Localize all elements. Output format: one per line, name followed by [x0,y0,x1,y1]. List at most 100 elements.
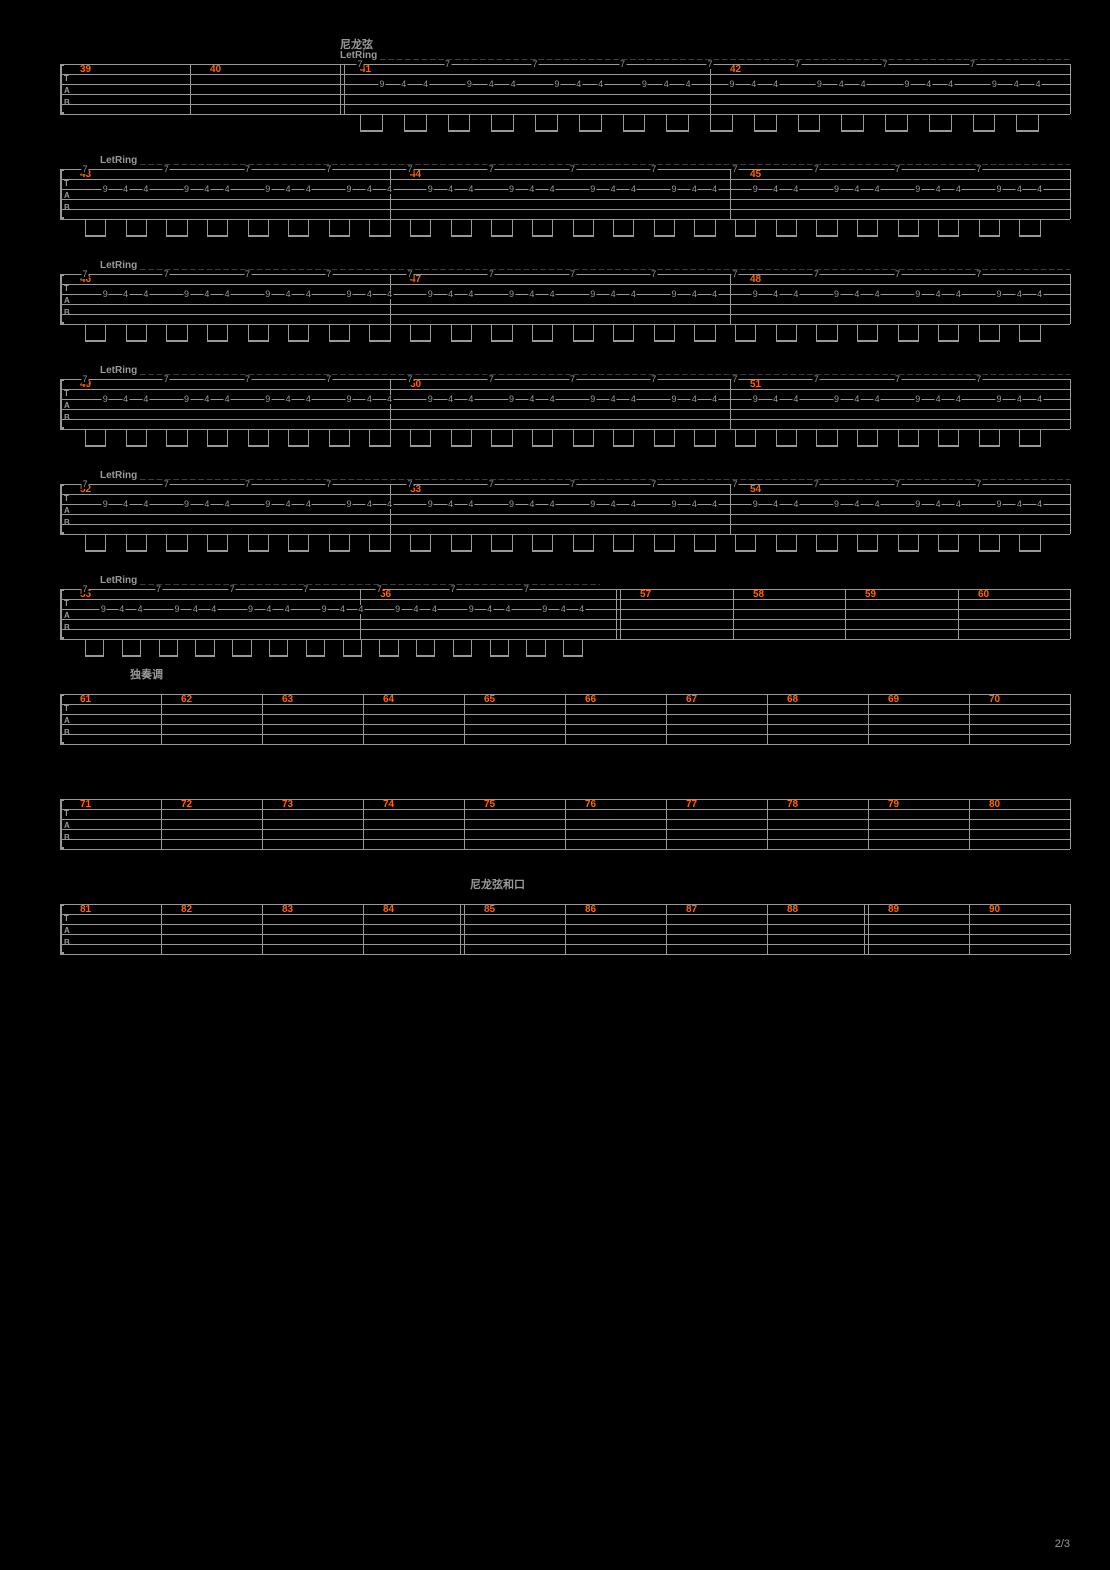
fret-number: 7 [813,375,820,384]
staff-line [60,639,1070,640]
fret-number: 7 [706,60,713,69]
fret-number: 9 [100,605,107,614]
fret-number: 9 [903,80,910,89]
beam [776,445,797,447]
fret-number: 4 [1016,290,1023,299]
barline [161,904,162,954]
tab-system-4: LetRing _ _ _ _ _ _ _ _ _ _ _ _ _ _ _ _ … [30,379,1080,429]
fret-number: 4 [955,395,962,404]
beam [654,550,675,552]
fret-number: 7 [731,270,738,279]
fret-number: 4 [386,500,393,509]
fret-number: 7 [81,585,88,594]
beam [898,340,919,342]
fret-number: 4 [750,80,757,89]
barline [730,169,731,219]
fret-number: 9 [427,395,434,404]
fret-number: 4 [118,605,125,614]
fret-number: 9 [996,395,1003,404]
barline [390,484,391,534]
beam [979,445,1000,447]
beam [491,445,512,447]
barline [868,694,869,744]
beam [166,340,187,342]
tab-clef-label: B [64,413,70,422]
barline [620,589,621,639]
staff-line [60,304,1070,305]
barline [363,799,364,849]
beam [306,655,325,657]
barline [360,589,361,639]
fret-number: 4 [366,185,373,194]
fret-number: 4 [597,80,604,89]
beam [451,550,472,552]
tab-system-9: 尼龙弦和口81828384858687888990TAB [30,904,1080,954]
beam [898,445,919,447]
fret-number: 9 [264,185,271,194]
barline [868,799,869,849]
barline [390,169,391,219]
fret-number: 9 [394,605,401,614]
fret-number: 7 [325,480,332,489]
staff-line [60,494,1070,495]
fret-number: 4 [488,80,495,89]
fret-number: 9 [816,80,823,89]
beam [369,550,390,552]
beam [623,130,646,132]
fret-number: 9 [183,500,190,509]
barline [190,64,191,114]
barline [60,589,61,639]
tab-system-8: 71727374757677787980TAB [30,799,1080,849]
beam [532,235,553,237]
fret-number: 7 [794,60,801,69]
staff-line [60,409,1070,410]
tab-clef-label: A [64,611,70,620]
fret-number: 9 [466,80,473,89]
barline [60,169,61,219]
fret-number: 4 [528,290,535,299]
fret-number: 4 [386,290,393,299]
fret-number: 7 [81,375,88,384]
fret-number: 7 [488,165,495,174]
tab-staff: TAB7944794479447944794479447944794479447… [60,484,1070,534]
beam [85,235,106,237]
beam [195,655,214,657]
fret-number: 4 [549,500,556,509]
fret-number: 4 [203,395,210,404]
barline [464,904,465,954]
beam [857,235,878,237]
barline [767,694,768,744]
beam [85,655,104,657]
fret-number: 7 [229,585,236,594]
fret-number: 4 [792,290,799,299]
fret-number: 9 [264,500,271,509]
beam [329,445,350,447]
section-label: 独奏调 [130,666,163,682]
beam [898,235,919,237]
beam [343,655,362,657]
fret-number: 4 [630,185,637,194]
fret-number: 9 [589,185,596,194]
fret-number: 4 [142,500,149,509]
fret-number: 4 [285,185,292,194]
page-number: 2/3 [1055,1538,1070,1550]
fret-number: 4 [691,500,698,509]
fret-number: 4 [691,290,698,299]
tab-clef-label: T [64,809,69,818]
beam [573,445,594,447]
fret-number: 7 [81,270,88,279]
fret-number: 7 [163,270,170,279]
beam [613,445,634,447]
tab-staff: TAB7944794479447944794479447944794479447… [60,379,1070,429]
beam [369,235,390,237]
fret-number: 4 [366,290,373,299]
fret-number: 4 [203,500,210,509]
beam [573,235,594,237]
fret-number: 7 [894,375,901,384]
barline [565,904,566,954]
barline [710,64,711,114]
tab-clef-label: A [64,506,70,515]
beam [776,340,797,342]
staff-line [60,74,1070,75]
beam [416,655,435,657]
